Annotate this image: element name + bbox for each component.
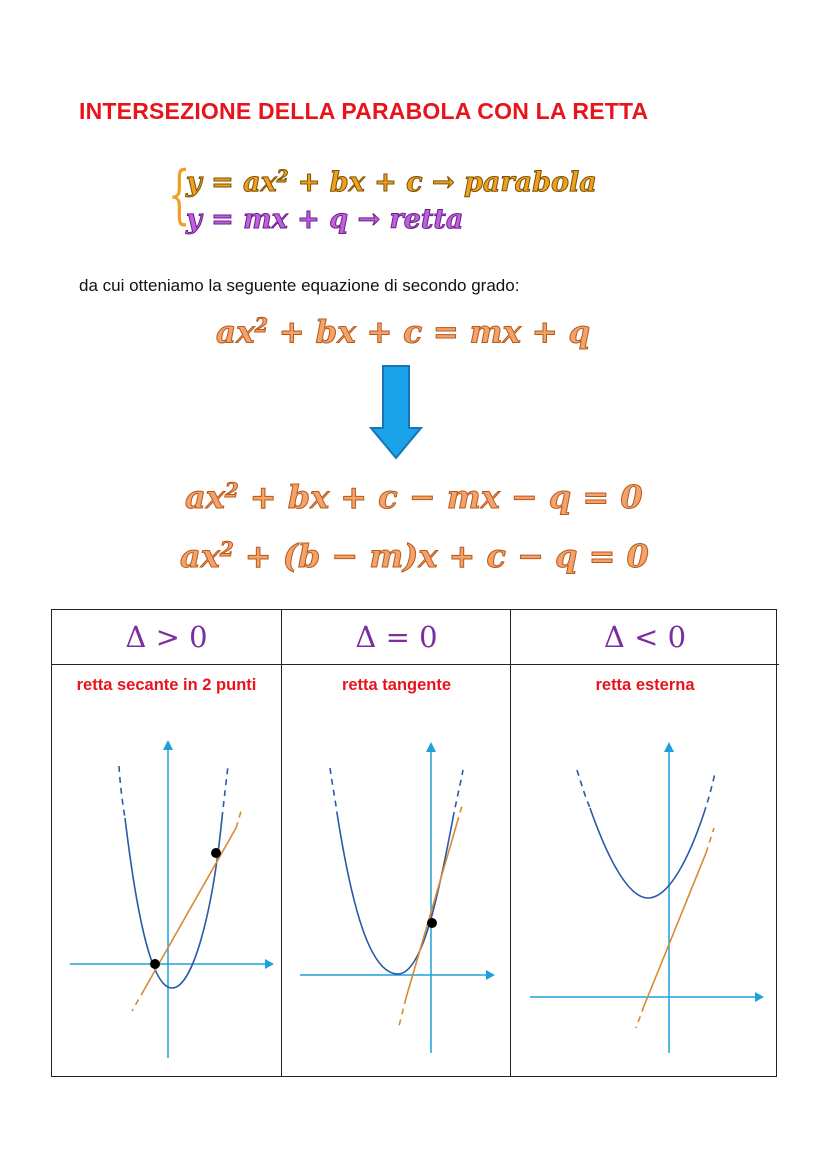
page-title: INTERSEZIONE DELLA PARABOLA CON LA RETTA bbox=[79, 98, 649, 124]
parabola-curve bbox=[589, 807, 705, 899]
down-arrow-icon bbox=[368, 365, 424, 460]
x-axis-arrow bbox=[755, 992, 764, 1002]
parabola-dashed-right bbox=[221, 765, 229, 819]
case-label: retta esterna bbox=[595, 676, 695, 694]
case-column-external: Δ < 0 retta esterna bbox=[510, 610, 779, 1076]
external-graph bbox=[530, 742, 764, 1053]
parabola-dashed-left bbox=[576, 769, 591, 809]
intersection-point-1 bbox=[150, 959, 160, 969]
parabola-dashed-left bbox=[329, 767, 338, 814]
equation-3: ax2 + (b − m)x + c − q = 0 bbox=[180, 537, 650, 576]
external-line-dashed-bottom bbox=[635, 1005, 645, 1029]
external-line-dashed-top bbox=[705, 827, 715, 854]
case-header: Δ < 0 bbox=[511, 610, 779, 665]
cases-table: Δ > 0 retta secante in 2 punti Δ = 0 ret… bbox=[51, 609, 779, 1077]
parabola-equation: y = ax2 + bx + c → parabola bbox=[186, 166, 598, 199]
tangent-line-dashed-bottom bbox=[398, 997, 407, 1027]
y-axis-arrow bbox=[664, 742, 674, 752]
equation-2: ax2 + bx + c − mx − q = 0 bbox=[185, 478, 644, 517]
secant-graph bbox=[70, 740, 274, 1058]
tangent-graph bbox=[300, 742, 495, 1053]
parabola-dashed-left bbox=[118, 765, 126, 819]
external-line bbox=[643, 852, 707, 1007]
intersection-point-2 bbox=[211, 848, 221, 858]
equation-1: ax2 + bx + c = mx + q bbox=[215, 314, 591, 352]
case-column-secant: Δ > 0 retta secante in 2 punti bbox=[52, 610, 281, 1076]
parabola-dashed-right bbox=[452, 769, 464, 819]
y-axis-arrow bbox=[426, 742, 436, 752]
retta-equation: y = mx + q → retta bbox=[185, 204, 464, 236]
secant-line-dashed-top bbox=[235, 807, 243, 829]
intro-text: da cui otteniamo la seguente equazione d… bbox=[79, 276, 520, 295]
x-axis-arrow bbox=[486, 970, 495, 980]
case-column-tangent: Δ = 0 retta tangente bbox=[281, 610, 511, 1076]
tangent-line bbox=[405, 822, 458, 999]
case-label: retta secante in 2 punti bbox=[76, 676, 257, 694]
case-label: retta tangente bbox=[341, 676, 452, 694]
case-header: Δ > 0 bbox=[52, 610, 281, 665]
tangency-point bbox=[427, 918, 437, 928]
x-axis-arrow bbox=[265, 959, 274, 969]
tangent-line-dashed-top bbox=[456, 805, 463, 824]
secant-line-dashed-bottom bbox=[131, 989, 145, 1012]
y-axis-arrow bbox=[163, 740, 173, 750]
case-header: Δ = 0 bbox=[282, 610, 511, 665]
parabola-curve bbox=[336, 812, 454, 975]
system-brace: { bbox=[168, 158, 191, 232]
parabola-curve bbox=[124, 817, 223, 989]
parabola-dashed-right bbox=[703, 772, 716, 814]
